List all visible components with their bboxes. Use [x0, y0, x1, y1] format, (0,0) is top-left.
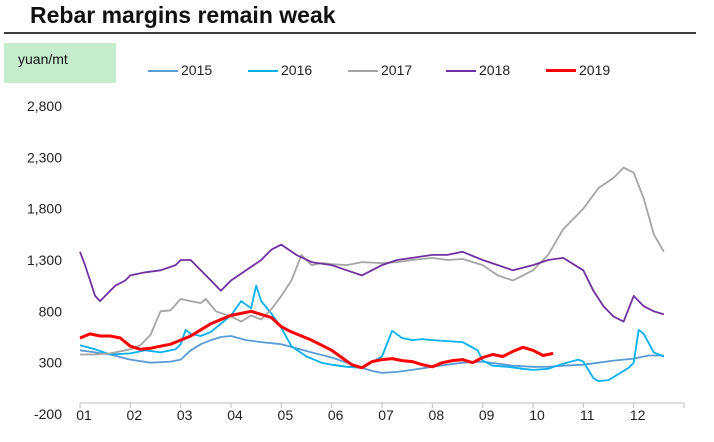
- y-tick-label: 1,300: [27, 252, 62, 268]
- y-tick-label: 800: [39, 303, 63, 319]
- y-tick-label: 1,800: [27, 201, 62, 217]
- series-lines: [79, 166, 665, 383]
- legend-label-2019: 2019: [579, 62, 611, 78]
- x-tick-label: 11: [580, 407, 595, 423]
- legend-swatch-2015: [148, 70, 178, 72]
- legend-label-2017: 2017: [381, 62, 413, 78]
- legend-swatch-2018: [446, 70, 476, 72]
- legend-label-2018: 2018: [479, 62, 511, 78]
- legend-label-2016: 2016: [281, 62, 313, 78]
- y-tick-label: 2,300: [27, 149, 62, 165]
- x-tick-label: 06: [328, 407, 344, 423]
- y-tick-label: 300: [39, 355, 63, 371]
- title-divider: [4, 32, 696, 34]
- y-axis-unit-label: yuan/mt: [18, 51, 68, 67]
- legend-swatch-2016: [248, 70, 278, 72]
- x-tick-label: 07: [378, 407, 394, 423]
- x-tick-label: 03: [177, 407, 193, 423]
- series-line-2017: [80, 166, 665, 356]
- x-tick-label: 09: [479, 407, 495, 423]
- chart-title: Rebar margins remain weak: [30, 2, 336, 28]
- y-tick-label: -200: [34, 406, 62, 422]
- series-line-2019: [79, 309, 554, 370]
- x-tick-label: 02: [127, 407, 143, 423]
- y-axis-ticks: -200 300 800 1,300 1,800 2,300 2,800: [27, 98, 62, 422]
- x-tick-label: 04: [227, 407, 243, 423]
- legend-label-2015: 2015: [181, 62, 213, 78]
- legend-swatch-2019: [546, 69, 576, 72]
- unit-label-box: yuan/mt: [4, 43, 116, 83]
- series-line-2015: [79, 335, 664, 374]
- legend-swatch-2017: [348, 70, 378, 72]
- series-line-2016: [79, 284, 665, 383]
- y-tick-label: 2,800: [27, 98, 62, 114]
- x-tick-label: 12: [630, 407, 646, 423]
- x-tick-label: 08: [429, 407, 445, 423]
- series-line-2018: [79, 243, 665, 323]
- x-tick-label: 05: [278, 407, 294, 423]
- x-tick-label: 01: [76, 407, 92, 423]
- x-axis: 01 02 03 04 05 06 07 08 09 10 11 12: [76, 402, 685, 423]
- x-tick-label: 10: [529, 407, 545, 423]
